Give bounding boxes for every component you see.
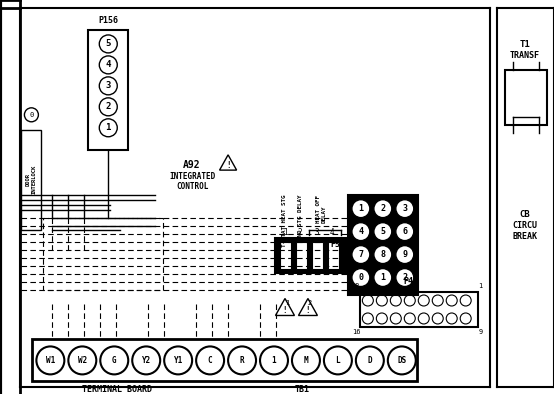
- Circle shape: [352, 223, 370, 241]
- Text: P58: P58: [330, 240, 345, 249]
- Text: 1: 1: [283, 228, 288, 237]
- Text: 6: 6: [402, 227, 407, 236]
- Text: L: L: [336, 356, 340, 365]
- Bar: [22, 130, 42, 229]
- Text: 1: 1: [106, 123, 111, 132]
- Text: Y2: Y2: [142, 356, 151, 365]
- Circle shape: [374, 246, 392, 263]
- Bar: [312, 242, 323, 269]
- Circle shape: [352, 269, 370, 286]
- Circle shape: [396, 269, 414, 286]
- Text: 1: 1: [271, 356, 276, 365]
- Text: 2ND STG DELAY: 2ND STG DELAY: [298, 195, 303, 240]
- Text: TERMINAL BOARD: TERMINAL BOARD: [82, 385, 152, 394]
- Text: M: M: [304, 356, 308, 365]
- Text: BREAK: BREAK: [512, 232, 537, 241]
- Text: T1: T1: [519, 40, 530, 49]
- Text: 0: 0: [29, 112, 34, 118]
- Bar: [328, 242, 339, 269]
- Bar: [88, 30, 128, 150]
- Circle shape: [352, 246, 370, 263]
- Text: T-STAT HEAT STG: T-STAT HEAT STG: [282, 195, 287, 247]
- Text: 3: 3: [106, 81, 111, 90]
- Bar: [275, 238, 347, 273]
- Bar: [348, 195, 418, 295]
- Bar: [360, 292, 478, 327]
- Text: 4: 4: [330, 228, 334, 237]
- Text: 3: 3: [402, 204, 407, 213]
- Text: P46: P46: [403, 277, 418, 286]
- Text: !: !: [306, 306, 310, 315]
- Text: 1: 1: [479, 282, 483, 288]
- Text: 1: 1: [381, 273, 386, 282]
- Text: 9: 9: [402, 250, 407, 259]
- Circle shape: [396, 246, 414, 263]
- Text: 8: 8: [355, 282, 359, 288]
- Text: 2: 2: [402, 273, 407, 282]
- Text: DS: DS: [397, 356, 407, 365]
- Text: 3: 3: [315, 228, 319, 237]
- Text: !: !: [226, 161, 230, 170]
- Text: 2: 2: [308, 299, 312, 305]
- Text: D: D: [367, 356, 372, 365]
- Text: 16: 16: [352, 329, 361, 335]
- Text: 7: 7: [358, 250, 363, 259]
- Text: CIRCU: CIRCU: [512, 221, 537, 230]
- Text: 2: 2: [106, 102, 111, 111]
- Text: G: G: [112, 356, 116, 365]
- Bar: [32, 339, 417, 381]
- Text: 5: 5: [106, 40, 111, 49]
- Text: 4: 4: [358, 227, 363, 236]
- Text: P156: P156: [98, 16, 118, 25]
- Text: 8: 8: [381, 250, 386, 259]
- Text: INTEGRATED: INTEGRATED: [169, 172, 216, 181]
- Circle shape: [374, 199, 392, 218]
- Bar: [505, 70, 547, 125]
- Circle shape: [352, 199, 370, 218]
- Text: TB1: TB1: [295, 385, 310, 394]
- Text: C: C: [208, 356, 212, 365]
- Bar: [296, 242, 307, 269]
- Text: Y1: Y1: [173, 356, 183, 365]
- Bar: [43, 218, 163, 290]
- Text: 1: 1: [285, 299, 289, 305]
- Text: TRANSF: TRANSF: [510, 51, 540, 60]
- Text: !: !: [283, 306, 288, 315]
- Text: W1: W1: [46, 356, 55, 365]
- Text: W2: W2: [78, 356, 87, 365]
- Circle shape: [374, 269, 392, 286]
- Text: R: R: [240, 356, 244, 365]
- Text: 4: 4: [106, 60, 111, 70]
- Circle shape: [396, 199, 414, 218]
- Text: 9: 9: [479, 329, 483, 335]
- Circle shape: [396, 223, 414, 241]
- Text: CONTROL: CONTROL: [176, 182, 208, 191]
- Text: 2: 2: [381, 204, 386, 213]
- Text: 5: 5: [381, 227, 386, 236]
- Bar: [280, 242, 291, 269]
- Text: 0: 0: [358, 273, 363, 282]
- Text: 2: 2: [297, 228, 302, 237]
- Text: A92: A92: [183, 160, 201, 170]
- Text: DOOR
INTERLOCK: DOOR INTERLOCK: [26, 165, 37, 194]
- Text: HEAT OFF
DELAY: HEAT OFF DELAY: [316, 195, 327, 223]
- Circle shape: [374, 223, 392, 241]
- Text: 1: 1: [358, 204, 363, 213]
- Text: CB: CB: [519, 210, 530, 219]
